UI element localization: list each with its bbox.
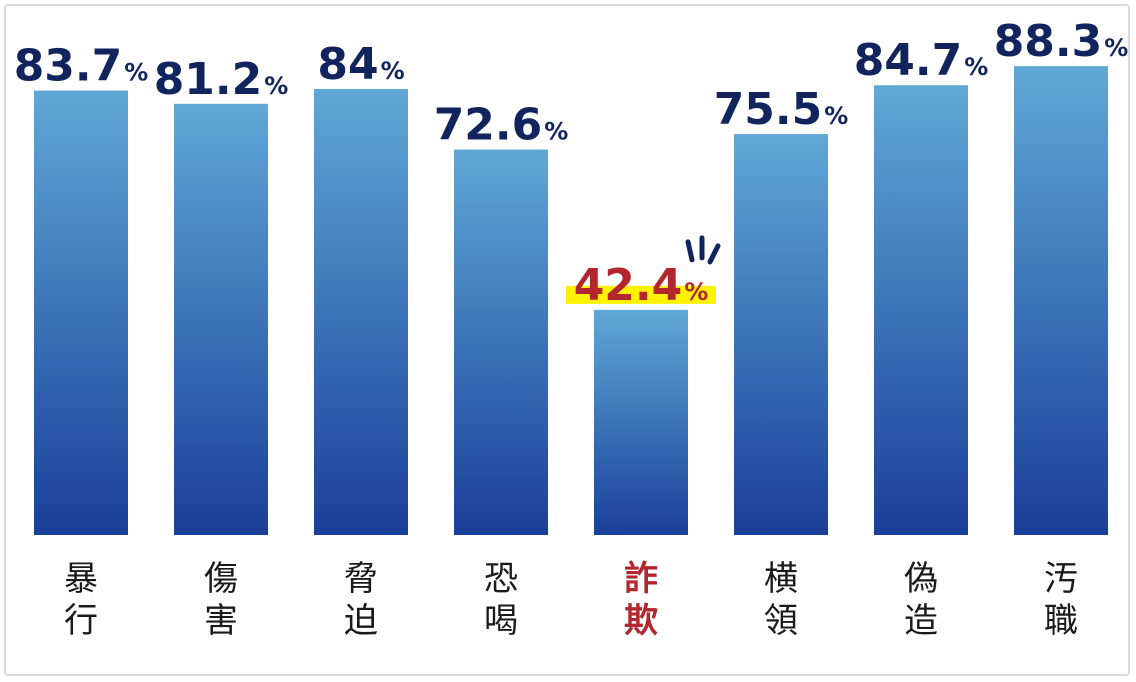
value-number: 81.2 [154,54,263,105]
value-label-5: 75.5% [714,84,849,135]
value-label-6: 84.7% [854,35,989,86]
category-label-4-char-1: 欺 [624,601,658,641]
value-label-3: 72.6% [434,99,569,150]
category-label-2-char-1: 迫 [344,601,378,641]
value-number: 75.5 [714,84,823,135]
emphasis-burst-icon [685,235,721,265]
bar-6 [874,85,968,536]
category-label-3-char-1: 喝 [484,601,518,641]
bar-4 [594,309,688,535]
category-label-1-char-1: 害 [204,601,238,641]
bar-3 [454,149,548,535]
category-label-4-char-0: 詐 [624,559,658,599]
bar-0 [34,90,128,535]
value-unit: % [264,72,288,100]
category-label-0-char-1: 行 [64,601,98,641]
category-label-2-char-0: 脅 [344,559,378,599]
value-number: 42.4 [574,260,683,311]
category-label-0-char-0: 暴 [64,559,98,599]
bar-7 [1014,66,1108,535]
value-unit: % [544,117,568,145]
category-label-5-char-0: 横 [764,559,798,599]
bar-1 [174,103,268,535]
bars-group [34,66,1108,536]
category-label-6-char-1: 造 [904,601,938,641]
bar-2 [314,88,408,536]
value-label-4: 42.4% [574,260,709,311]
category-labels-group: 暴行 傷害 脅迫 恐喝 詐欺 横領 偽造 汚職 [64,559,1078,641]
value-unit: % [381,57,405,85]
category-label-7-char-1: 職 [1044,601,1078,641]
value-number: 84.7 [854,35,963,86]
value-unit: % [964,53,988,81]
value-number: 84 [317,39,378,90]
value-unit: % [684,278,708,306]
bar-5 [734,134,828,535]
category-label-7-char-0: 汚 [1044,559,1078,599]
value-label-1: 81.2% [154,54,289,105]
value-unit: % [124,59,148,87]
value-number: 88.3 [994,16,1103,67]
highlight-marker [566,285,716,304]
value-number: 72.6 [434,99,543,150]
category-label-6-char-0: 偽 [904,559,938,599]
value-label-2: 84% [317,39,404,90]
value-number: 83.7 [14,41,123,92]
category-label-3-char-0: 恐 [484,559,518,599]
value-label-7: 88.3% [994,16,1129,67]
value-label-0: 83.7% [14,41,149,92]
value-unit: % [1104,34,1128,62]
value-unit: % [824,102,848,130]
category-label-5-char-1: 領 [764,601,798,641]
category-label-1-char-0: 傷 [204,559,238,599]
value-labels-group: 83.7% 81.2% 84%72.6%42.4%75.5%84.7%88.3% [14,16,1129,311]
